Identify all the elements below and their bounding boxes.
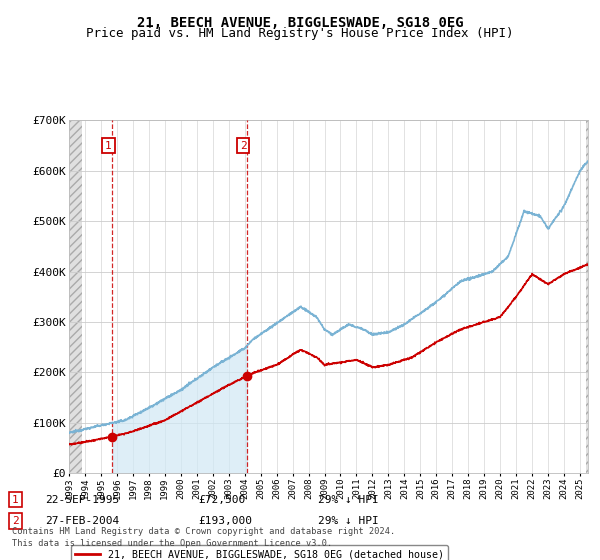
Text: 2: 2 — [239, 141, 247, 151]
Text: Contains HM Land Registry data © Crown copyright and database right 2024.
This d: Contains HM Land Registry data © Crown c… — [12, 527, 395, 548]
Text: 2: 2 — [12, 516, 19, 526]
Legend: 21, BEECH AVENUE, BIGGLESWADE, SG18 0EG (detached house), HPI: Average price, de: 21, BEECH AVENUE, BIGGLESWADE, SG18 0EG … — [71, 545, 448, 560]
Text: 22-SEP-1995: 22-SEP-1995 — [45, 494, 119, 505]
Text: 1: 1 — [12, 494, 19, 505]
Text: 29% ↓ HPI: 29% ↓ HPI — [318, 494, 379, 505]
Text: 27-FEB-2004: 27-FEB-2004 — [45, 516, 119, 526]
Text: £193,000: £193,000 — [198, 516, 252, 526]
Text: 29% ↓ HPI: 29% ↓ HPI — [318, 516, 379, 526]
Text: 1: 1 — [105, 141, 112, 151]
Bar — [69, 120, 82, 473]
Text: £72,500: £72,500 — [198, 494, 245, 505]
Text: Price paid vs. HM Land Registry's House Price Index (HPI): Price paid vs. HM Land Registry's House … — [86, 27, 514, 40]
Bar — [586, 120, 588, 473]
Text: 21, BEECH AVENUE, BIGGLESWADE, SG18 0EG: 21, BEECH AVENUE, BIGGLESWADE, SG18 0EG — [137, 16, 463, 30]
